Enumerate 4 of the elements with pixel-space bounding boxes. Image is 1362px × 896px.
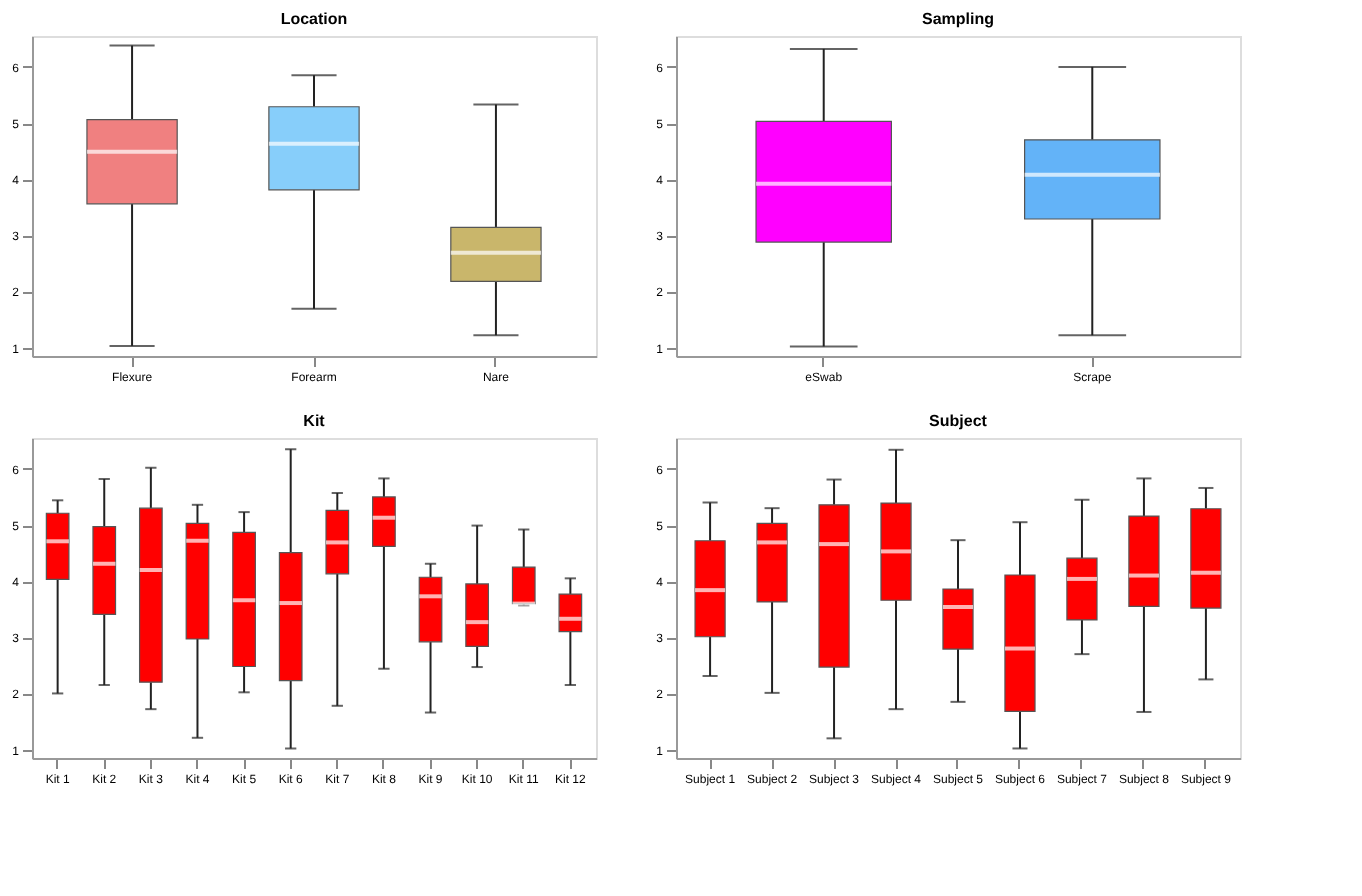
chart-title: Location [280, 10, 348, 28]
chart-title: Subject [929, 412, 988, 430]
chart-title: Sampling [921, 10, 995, 28]
chart-title: Kit [303, 412, 326, 430]
